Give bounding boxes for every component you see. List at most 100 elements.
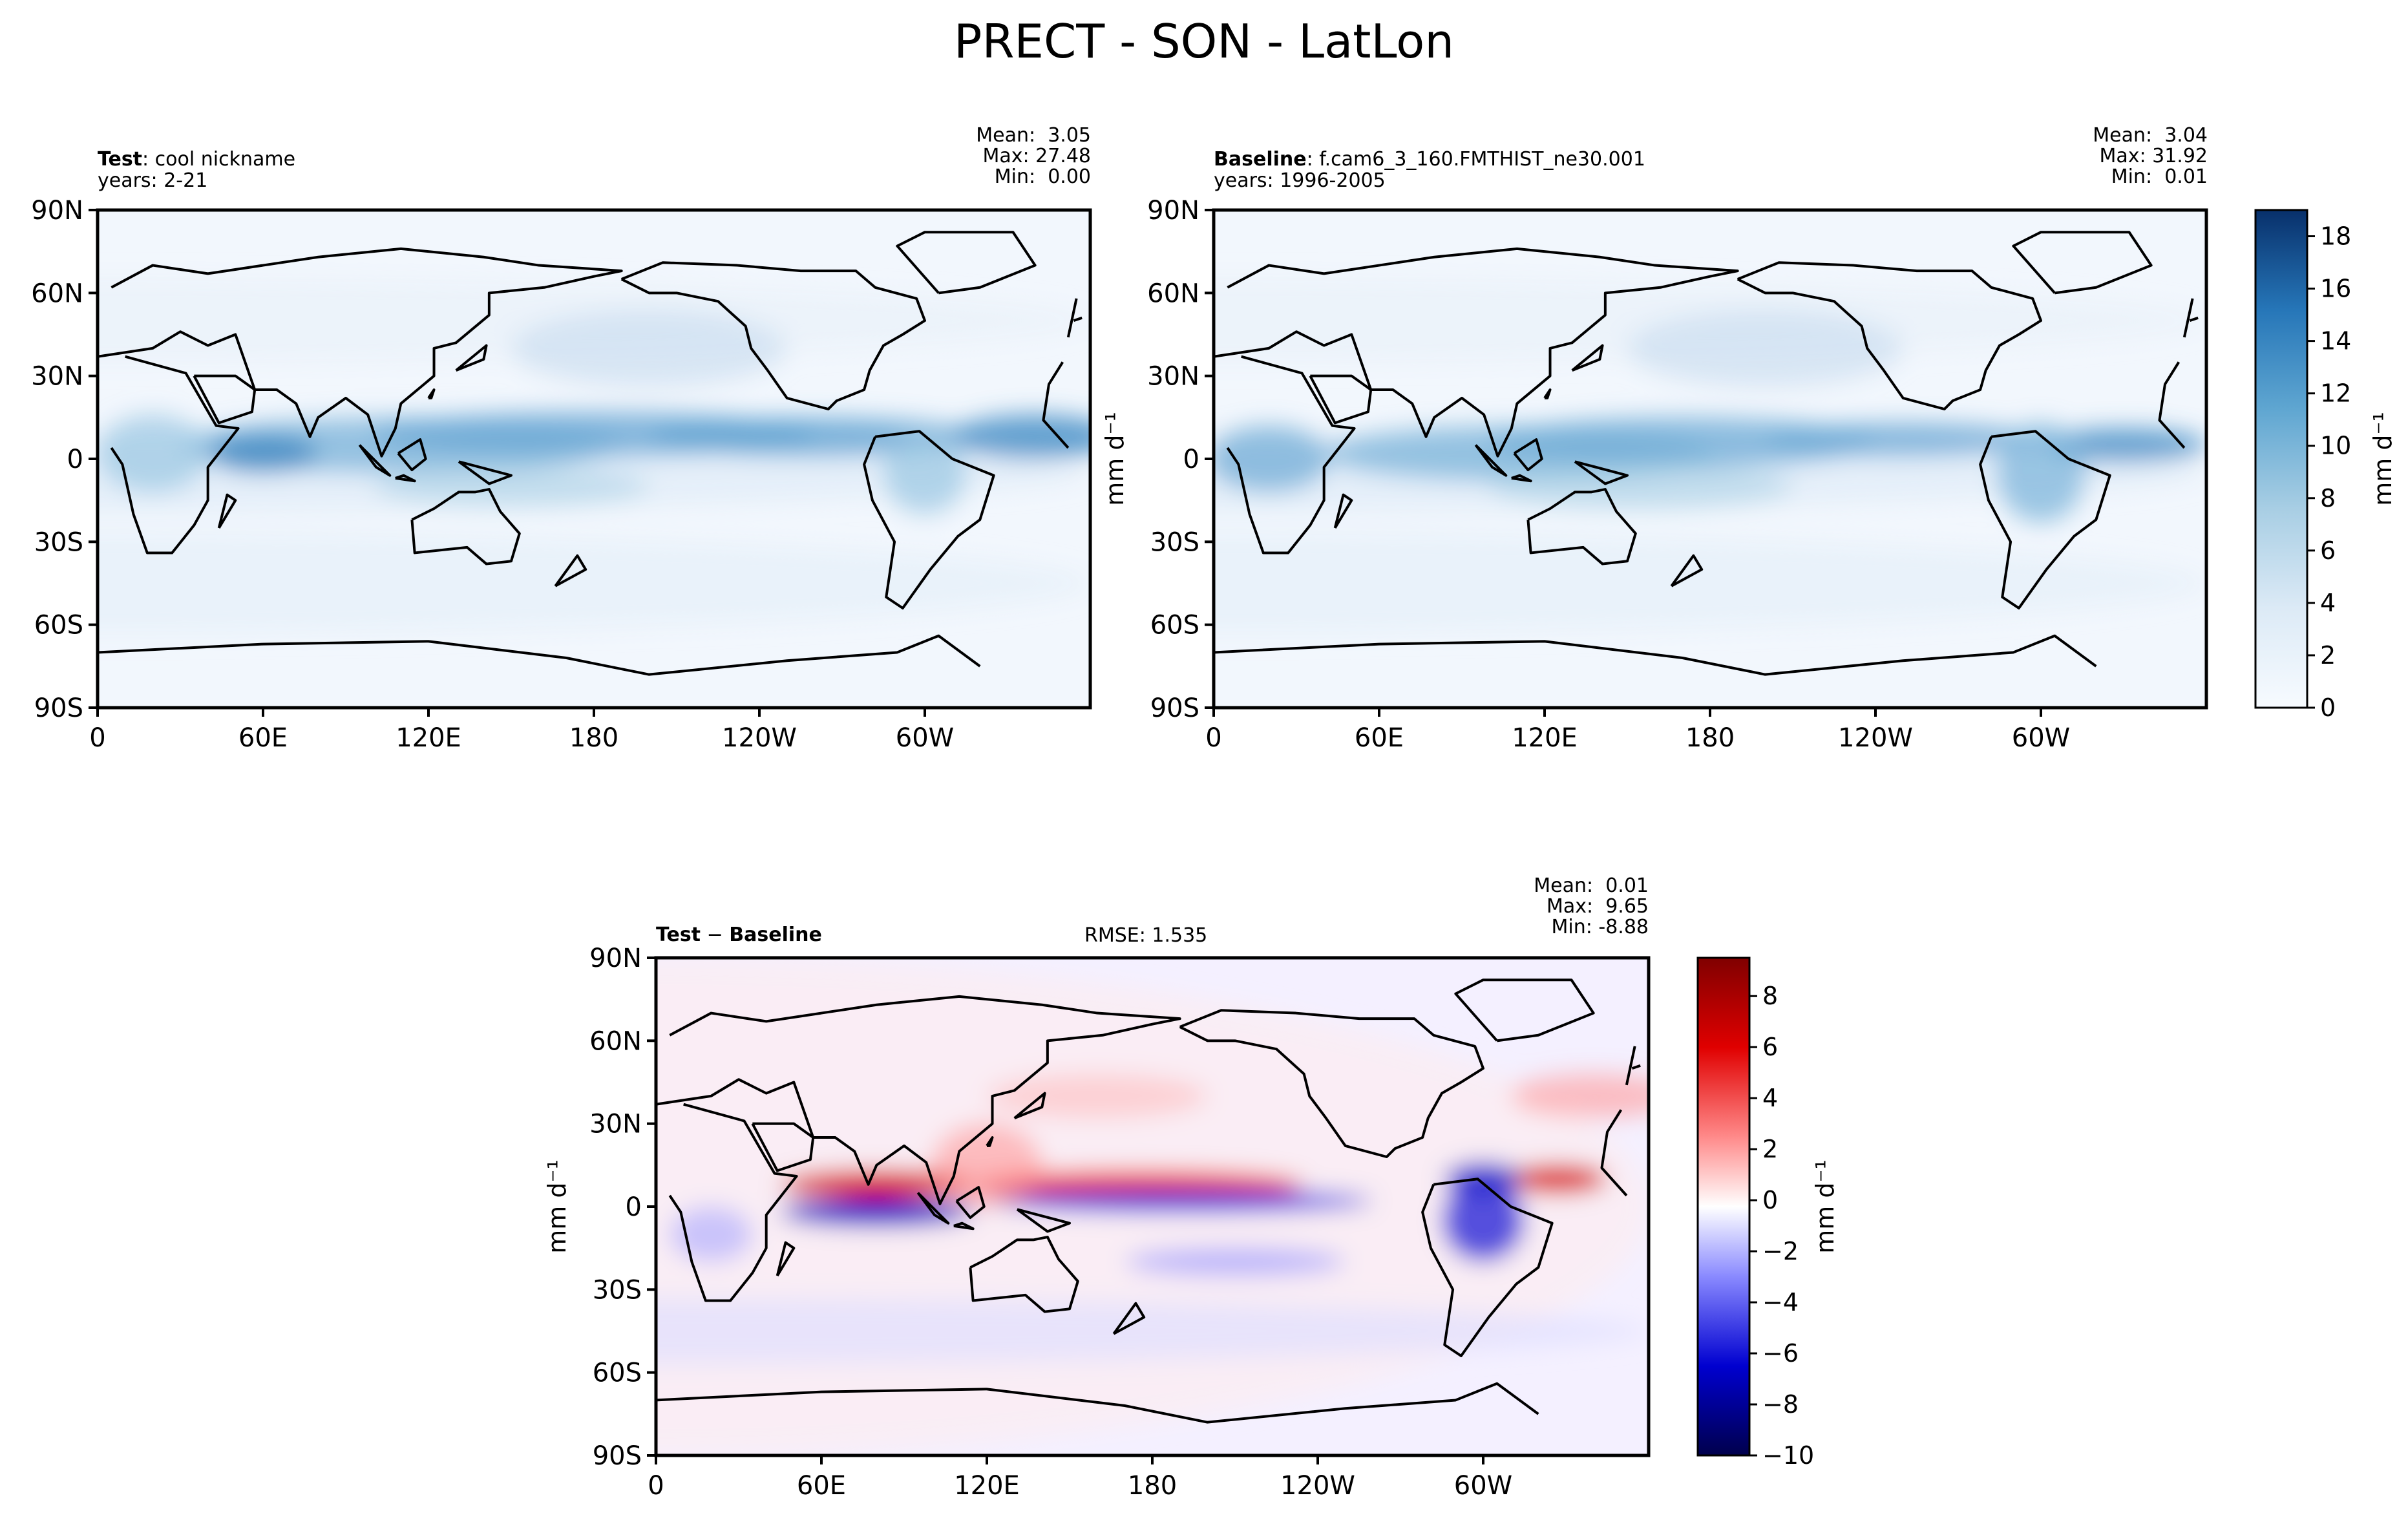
colorbar-tick-label: 4 xyxy=(1762,1084,1778,1112)
colorbar-tick-label: −6 xyxy=(1762,1339,1799,1368)
y-tick-label: 0 xyxy=(626,1192,642,1222)
colorbar-tick-label: −8 xyxy=(1762,1390,1799,1419)
diff-axes: 0 60E 120E 180 120W 60W 90N 60N 30N 0 30S 60S 90S mm … xyxy=(543,944,1651,1501)
x-tick-label: 60W xyxy=(2012,723,2070,753)
colorbar-diff-unit: mm d⁻¹ xyxy=(1811,1159,1839,1254)
colorbar-tick-label: 0 xyxy=(1762,1186,1778,1214)
colorbar-main-unit: mm d⁻¹ xyxy=(2369,412,2397,506)
y-tick-label: 0 xyxy=(1183,445,1199,474)
y-tick-label: 30S xyxy=(1150,527,1199,557)
x-tick-label: 120W xyxy=(722,723,797,753)
baseline-years: years: 1996-2005 xyxy=(1214,169,1386,192)
colorbar-tick-label: 10 xyxy=(2320,432,2351,460)
colorbar-tick-label: 6 xyxy=(1762,1033,1778,1061)
colorbar-tick-label: 12 xyxy=(2320,379,2351,408)
x-tick-label: 180 xyxy=(569,723,618,753)
colorbar-main-bar xyxy=(2254,209,2308,709)
x-tick-label: 120E xyxy=(396,723,461,753)
baseline-axes: 0 60E 120E 180 120W 60W 90N 60N 30N 0 30S 60S 90S mm … xyxy=(1101,196,2208,753)
test-stats: Mean: 3.05 Max: 27.48 Min: 0.00 xyxy=(976,125,1091,187)
colorbar-main: 0 2 4 6 8 10 12 14 16 18 mm d⁻¹ xyxy=(2254,209,2397,722)
x-tick-label: 60W xyxy=(1454,1471,1512,1501)
x-tick-label: 120E xyxy=(954,1471,1020,1501)
colorbar-tick-label: 0 xyxy=(2320,693,2336,722)
baseline-stats: Mean: 3.04 Max: 31.92 Min: 0.01 xyxy=(2093,125,2208,187)
test-map-field xyxy=(98,210,1090,708)
x-tick-label: 0 xyxy=(648,1471,664,1501)
test-mean: Mean: 3.05 xyxy=(976,124,1091,147)
test-max: Max: 27.48 xyxy=(982,145,1091,167)
x-tick-label: 0 xyxy=(89,723,105,753)
y-tick-label: 0 xyxy=(67,445,83,474)
x-tick-label: 60E xyxy=(238,723,288,753)
diff-min: Min: -8.88 xyxy=(1551,916,1649,938)
y-tick-label: 90S xyxy=(1150,693,1199,723)
x-tick-label: 120W xyxy=(1280,1471,1355,1501)
diff-max: Max: 9.65 xyxy=(1547,895,1649,918)
x-tick-label: 180 xyxy=(1128,1471,1177,1501)
colorbar-tick-label: −2 xyxy=(1762,1237,1799,1265)
colorbar-tick-label: 4 xyxy=(2320,589,2336,617)
baseline-max: Max: 31.92 xyxy=(2099,145,2208,167)
test-min: Min: 0.00 xyxy=(994,165,1091,188)
baseline-panel-label: Baseline: f.cam6_3_160.FMTHIST_ne30.001 … xyxy=(1214,149,1645,191)
x-tick-label: 120E xyxy=(1512,723,1578,753)
diff-stats: Mean: 0.01 Max: 9.65 Min: -8.88 xyxy=(1534,876,1649,938)
x-tick-label: 60W xyxy=(896,723,954,753)
y-tick-label: 60N xyxy=(1147,279,1199,308)
colorbar-tick-label: 18 xyxy=(2320,222,2351,251)
y-tick-label: 90N xyxy=(31,196,83,226)
y-tick-label: 90S xyxy=(593,1441,642,1471)
y-tick-label: 30S xyxy=(34,527,83,557)
colorbar-tick-label: 14 xyxy=(2320,327,2351,355)
colorbar-diff-bar xyxy=(1696,957,1751,1457)
test-label-bold: Test xyxy=(98,148,143,171)
y-tick-label: 90S xyxy=(34,693,83,723)
diff-label-bold2: Baseline xyxy=(729,924,822,946)
colorbar-diff: −10 −8 −6 −4 −2 0 2 4 6 8 mm d⁻¹ xyxy=(1696,957,1839,1470)
diff-label-bold: Test xyxy=(656,924,701,946)
y-tick-label: 30N xyxy=(589,1110,642,1139)
x-tick-label: 120W xyxy=(1838,723,1913,753)
colorbar-tick-label: 8 xyxy=(2320,484,2336,513)
baseline-coastlines xyxy=(1214,231,2199,676)
diff-rmse: RMSE: 1.535 xyxy=(1084,924,1208,947)
test-coastlines xyxy=(98,231,1083,676)
colorbar-tick-label: 16 xyxy=(2320,275,2351,303)
diff-ylabel: mm d⁻¹ xyxy=(543,1159,571,1254)
y-tick-label: 60S xyxy=(593,1358,642,1388)
baseline-label-bold: Baseline xyxy=(1214,148,1307,171)
diff-label-minus: − xyxy=(701,924,730,946)
diff-panel-label: Test − Baseline xyxy=(656,924,822,946)
x-tick-label: 60E xyxy=(797,1471,846,1501)
colorbar-tick-label: 2 xyxy=(1762,1135,1778,1163)
y-tick-label: 30N xyxy=(31,362,83,392)
test-panel-label: Test: cool nickname years: 2-21 xyxy=(98,149,295,191)
x-tick-label: 180 xyxy=(1685,723,1735,753)
colorbar-tick-label: 6 xyxy=(2320,536,2336,565)
diff-mean: Mean: 0.01 xyxy=(1534,874,1649,897)
x-tick-label: 0 xyxy=(1205,723,1221,753)
figure-title: PRECT - SON - LatLon xyxy=(954,14,1454,69)
y-tick-label: 60N xyxy=(589,1026,642,1056)
y-tick-label: 30S xyxy=(593,1275,642,1305)
colorbar-tick-label: −4 xyxy=(1762,1288,1799,1316)
y-tick-label: 90N xyxy=(589,944,642,973)
baseline-min: Min: 0.01 xyxy=(2111,165,2208,188)
y-tick-label: 60N xyxy=(31,279,83,308)
colorbar-tick-label: 8 xyxy=(1762,982,1778,1010)
colorbar-tick-label: 2 xyxy=(2320,641,2336,670)
baseline-ylabel: mm d⁻¹ xyxy=(1101,412,1129,506)
colorbar-tick-label: −10 xyxy=(1762,1441,1814,1470)
test-axes: 0 60E 120E 180 120W 60W 90N 60N 30N 0 30S 60S 90S xyxy=(31,196,1092,753)
diff-coastlines xyxy=(656,978,1641,1424)
diff-map-field xyxy=(656,958,1649,1455)
test-years: years: 2-21 xyxy=(98,169,208,192)
y-tick-label: 90N xyxy=(1147,196,1199,226)
baseline-mean: Mean: 3.04 xyxy=(2093,124,2208,147)
y-tick-label: 60S xyxy=(1150,611,1199,640)
baseline-label-case: : f.cam6_3_160.FMTHIST_ne30.001 xyxy=(1306,148,1645,171)
y-tick-label: 60S xyxy=(34,611,83,640)
baseline-map-field xyxy=(1214,210,2206,708)
